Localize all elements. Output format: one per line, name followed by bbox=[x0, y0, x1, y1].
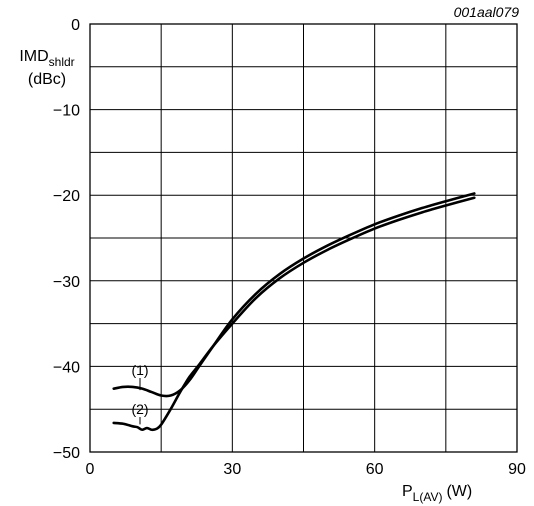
y-axis-label-main: IMD bbox=[19, 48, 48, 65]
y-axis-label: IMDshldr bbox=[19, 48, 74, 69]
y-axis-unit: (dBc) bbox=[28, 71, 66, 88]
y-tick-label: −30 bbox=[53, 274, 80, 291]
x-axis-label-sub: L(AV) bbox=[413, 490, 443, 504]
tick-labels: 0 −10 −20 −30 −40 −50 0 30 60 90 bbox=[53, 17, 526, 478]
series-labels: (1) (2) bbox=[131, 362, 149, 425]
x-tick-label: 60 bbox=[366, 461, 384, 478]
plot-frame bbox=[89, 23, 518, 453]
y-tick-label: 0 bbox=[71, 17, 80, 34]
x-tick-label: 90 bbox=[508, 461, 526, 478]
y-tick-label: −10 bbox=[53, 103, 80, 120]
series-line-2 bbox=[112, 196, 476, 432]
y-tick-label: −20 bbox=[53, 188, 80, 205]
x-tick-label: 30 bbox=[223, 461, 241, 478]
x-tick-label: 0 bbox=[86, 461, 95, 478]
reference-code: 001aal079 bbox=[454, 4, 520, 20]
x-axis-label-unit: (W) bbox=[446, 483, 472, 500]
series-layer bbox=[112, 192, 476, 432]
series-label-1: (1) bbox=[131, 362, 148, 378]
y-axis-label-sub: shldr bbox=[49, 55, 75, 69]
series-line-1 bbox=[112, 192, 476, 398]
series-label-2: (2) bbox=[131, 401, 148, 417]
x-axis-label: PL(AV) (W) bbox=[402, 483, 472, 504]
x-axis-label-main: P bbox=[402, 483, 413, 500]
y-tick-label: −40 bbox=[53, 359, 80, 376]
y-tick-label: −50 bbox=[53, 445, 80, 462]
grid bbox=[90, 24, 517, 452]
